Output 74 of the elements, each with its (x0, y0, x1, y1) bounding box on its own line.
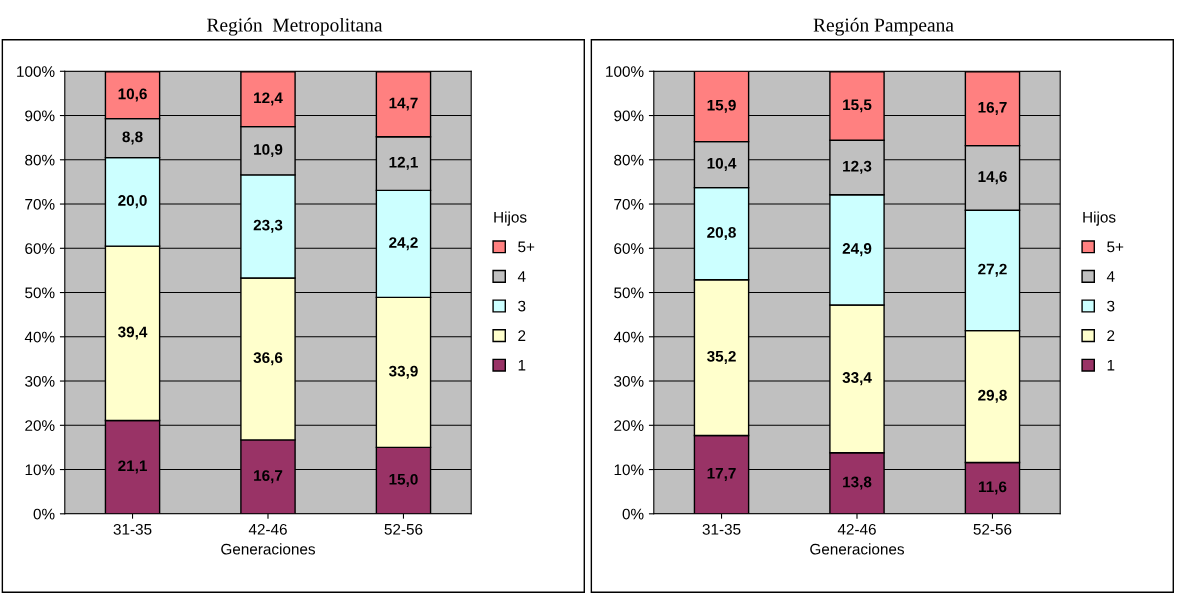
data-label: 39,4 (118, 326, 148, 340)
data-label: 36,6 (253, 352, 283, 366)
legend-label: 1 (518, 359, 526, 371)
data-label: 17,7 (707, 468, 736, 481)
data-label: 23,3 (253, 219, 283, 233)
legend-label: 5+ (1107, 241, 1124, 253)
y-tick-label: 90% (25, 110, 55, 122)
y-tick-label: 40% (613, 331, 644, 343)
legend-label: 3 (1107, 300, 1115, 312)
x-tick-label: 31-35 (113, 523, 152, 535)
x-axis-title: Generaciones (810, 543, 905, 555)
data-label: 16,7 (254, 470, 283, 484)
legend-title: Hijos (494, 211, 527, 226)
y-tick-label: 90% (614, 110, 644, 122)
y-tick-label: 100% (17, 66, 55, 77)
data-label: 8,8 (122, 131, 143, 145)
y-tick-label: 20% (614, 420, 644, 431)
x-tick-label: 52-56 (384, 523, 423, 535)
data-label: 20,0 (118, 195, 147, 209)
y-tick-label: 60% (25, 243, 55, 254)
x-tick-label: 42-46 (248, 523, 287, 535)
x-tick-label: 31-35 (702, 523, 741, 535)
data-label: 12,4 (254, 92, 283, 106)
data-label: 21,1 (118, 460, 147, 474)
legend-label: 1 (1107, 359, 1115, 371)
legend-title: Hijos (1083, 211, 1116, 226)
y-tick-label: 60% (614, 243, 644, 254)
y-tick-label: 80% (25, 154, 55, 166)
legend-label: 2 (518, 330, 526, 341)
data-label: 29,8 (978, 389, 1007, 403)
data-label: 14,6 (978, 171, 1007, 185)
legend-label: 4 (517, 271, 526, 282)
data-label: 12,3 (843, 160, 872, 174)
legend-label: 3 (518, 300, 526, 312)
data-label: 15,9 (707, 99, 736, 113)
data-label: 11,6 (978, 481, 1007, 495)
data-label: 33,9 (388, 365, 418, 379)
x-axis-title: Generaciones (221, 543, 316, 555)
data-label: 15,0 (389, 473, 418, 487)
data-label: 24,2 (389, 237, 418, 251)
data-label: 10,4 (707, 157, 737, 171)
data-label: 10,9 (254, 144, 283, 158)
data-label: 13,8 (843, 476, 872, 490)
y-tick-label: 100% (606, 66, 644, 77)
y-tick-label: 70% (614, 198, 644, 210)
data-label: 33,4 (842, 372, 872, 386)
legend-label: 5+ (518, 241, 535, 253)
x-tick-label: 52-56 (973, 523, 1012, 535)
legend-label: 2 (1107, 330, 1115, 341)
y-tick-label: 50% (25, 287, 55, 299)
data-label: 35,2 (707, 350, 736, 364)
data-label: 10,6 (118, 88, 147, 102)
y-tick-label: 30% (614, 375, 644, 387)
legend-label: 4 (1106, 271, 1115, 282)
data-label: 16,7 (978, 101, 1007, 115)
y-tick-label: 20% (25, 420, 55, 431)
data-label: 12,1 (389, 156, 418, 170)
data-label: 27,2 (978, 263, 1007, 277)
y-tick-label: 10% (614, 464, 644, 476)
chart-title: Región Metropolitana (207, 17, 383, 36)
y-tick-label: 50% (614, 287, 644, 299)
y-tick-label: 40% (24, 331, 55, 343)
data-label: 20,8 (707, 226, 736, 240)
data-label: 24,9 (842, 243, 872, 257)
y-tick-label: 0% (33, 508, 55, 520)
x-tick-label: 42-46 (837, 523, 876, 535)
y-tick-label: 30% (25, 375, 55, 387)
y-tick-label: 80% (614, 154, 644, 166)
chart-title: Región Pampeana (813, 17, 954, 36)
y-tick-label: 70% (25, 198, 55, 210)
y-tick-label: 10% (25, 464, 55, 476)
y-tick-label: 0% (622, 508, 644, 520)
data-label: 14,7 (389, 97, 418, 111)
data-label: 15,5 (843, 99, 872, 113)
